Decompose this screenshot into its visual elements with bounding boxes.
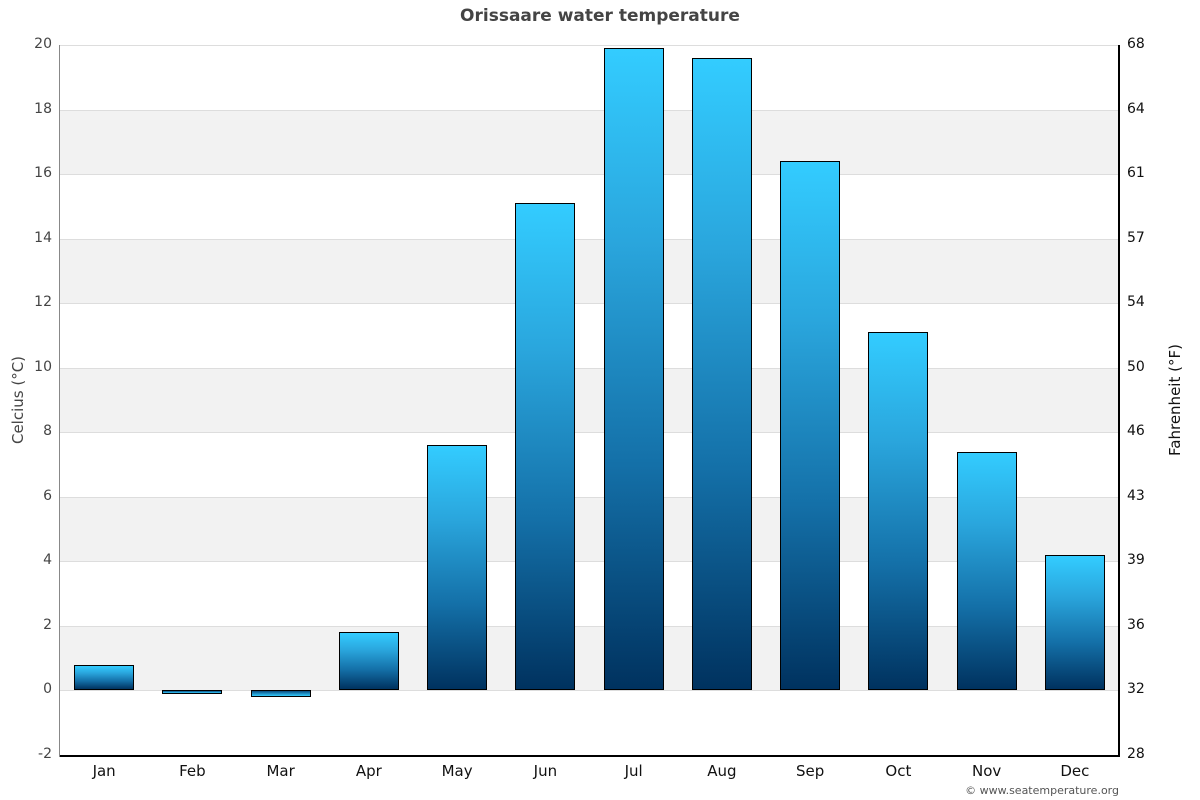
y-tick-fahrenheit: 39	[1127, 552, 1145, 569]
x-tick-month: May	[441, 762, 473, 780]
y-tick-celsius: 10	[34, 358, 52, 375]
y-tick-celsius: 14	[34, 229, 52, 246]
y-tick-fahrenheit: 68	[1127, 36, 1145, 52]
y-tick-fahrenheit: 43	[1127, 487, 1145, 504]
x-axis-line	[60, 755, 1120, 757]
x-tick-month: Jul	[624, 762, 643, 780]
y-tick-celsius: -2	[38, 746, 52, 762]
y-tick-fahrenheit: 36	[1127, 616, 1145, 633]
gridline	[60, 561, 1119, 563]
left-axis-line	[59, 45, 60, 757]
y-tick-celsius: 12	[34, 294, 52, 311]
bar-jun[interactable]	[515, 203, 576, 691]
plot-area	[60, 45, 1119, 756]
y-tick-fahrenheit: 50	[1127, 358, 1145, 375]
y-tick-celsius: 20	[34, 36, 52, 52]
gridline	[60, 625, 1119, 627]
y-tick-fahrenheit: 57	[1127, 229, 1145, 246]
right-axis-line	[1118, 45, 1120, 757]
grid-band	[60, 238, 1119, 304]
grid-band	[60, 367, 1119, 433]
copyright-credit: © www.seatemperature.org	[965, 784, 1119, 797]
x-tick-month: Jun	[533, 762, 558, 780]
x-tick-month: Oct	[885, 762, 912, 780]
gridline	[60, 496, 1119, 498]
gridline	[60, 238, 1119, 240]
bar-feb[interactable]	[162, 690, 223, 695]
y-tick-fahrenheit: 28	[1127, 746, 1145, 762]
y-tick-fahrenheit: 61	[1127, 165, 1145, 182]
bar-nov[interactable]	[956, 451, 1017, 691]
gridline	[60, 367, 1119, 369]
y-tick-fahrenheit: 46	[1127, 423, 1145, 440]
gridline	[60, 432, 1119, 434]
x-tick-month: Sep	[795, 762, 825, 780]
bar-sep[interactable]	[780, 161, 841, 691]
x-tick-month: Nov	[971, 762, 1002, 780]
x-tick-month: Dec	[1060, 762, 1090, 780]
grid-band	[60, 109, 1119, 175]
y-tick-fahrenheit: 64	[1127, 100, 1145, 117]
gridline	[60, 109, 1119, 111]
gridline	[60, 45, 1119, 46]
chart-title: Orissaare water temperature	[460, 6, 740, 26]
y-axis-label-fahrenheit: Fahrenheit (°F)	[1166, 344, 1184, 456]
y-tick-celsius: 16	[34, 165, 52, 182]
y-axis-label-celsius: Celcius (°C)	[9, 355, 27, 445]
y-tick-celsius: 18	[34, 100, 52, 117]
x-tick-month: Feb	[179, 762, 206, 780]
y-tick-celsius: 0	[43, 681, 52, 698]
bar-mar[interactable]	[250, 690, 311, 697]
gridline	[60, 174, 1119, 176]
y-tick-celsius: 8	[43, 423, 52, 440]
x-tick-month: Apr	[355, 762, 382, 780]
y-tick-celsius: 2	[43, 616, 52, 633]
gridline	[60, 690, 1119, 692]
x-tick-month: Jan	[92, 762, 116, 780]
x-tick-month: Mar	[266, 762, 295, 780]
bar-dec[interactable]	[1044, 554, 1105, 691]
bar-aug[interactable]	[691, 57, 752, 691]
y-tick-fahrenheit: 32	[1127, 681, 1145, 698]
y-tick-fahrenheit: 54	[1127, 294, 1145, 311]
y-tick-celsius: 4	[43, 552, 52, 569]
grid-band	[60, 496, 1119, 562]
grid-band	[60, 625, 1119, 691]
bar-oct[interactable]	[868, 332, 929, 691]
bar-apr[interactable]	[338, 632, 399, 691]
y-tick-celsius: 6	[43, 487, 52, 504]
bar-jul[interactable]	[603, 48, 664, 691]
bar-jan[interactable]	[74, 664, 135, 691]
bar-may[interactable]	[427, 445, 488, 691]
x-tick-month: Aug	[707, 762, 737, 780]
gridline	[60, 303, 1119, 305]
